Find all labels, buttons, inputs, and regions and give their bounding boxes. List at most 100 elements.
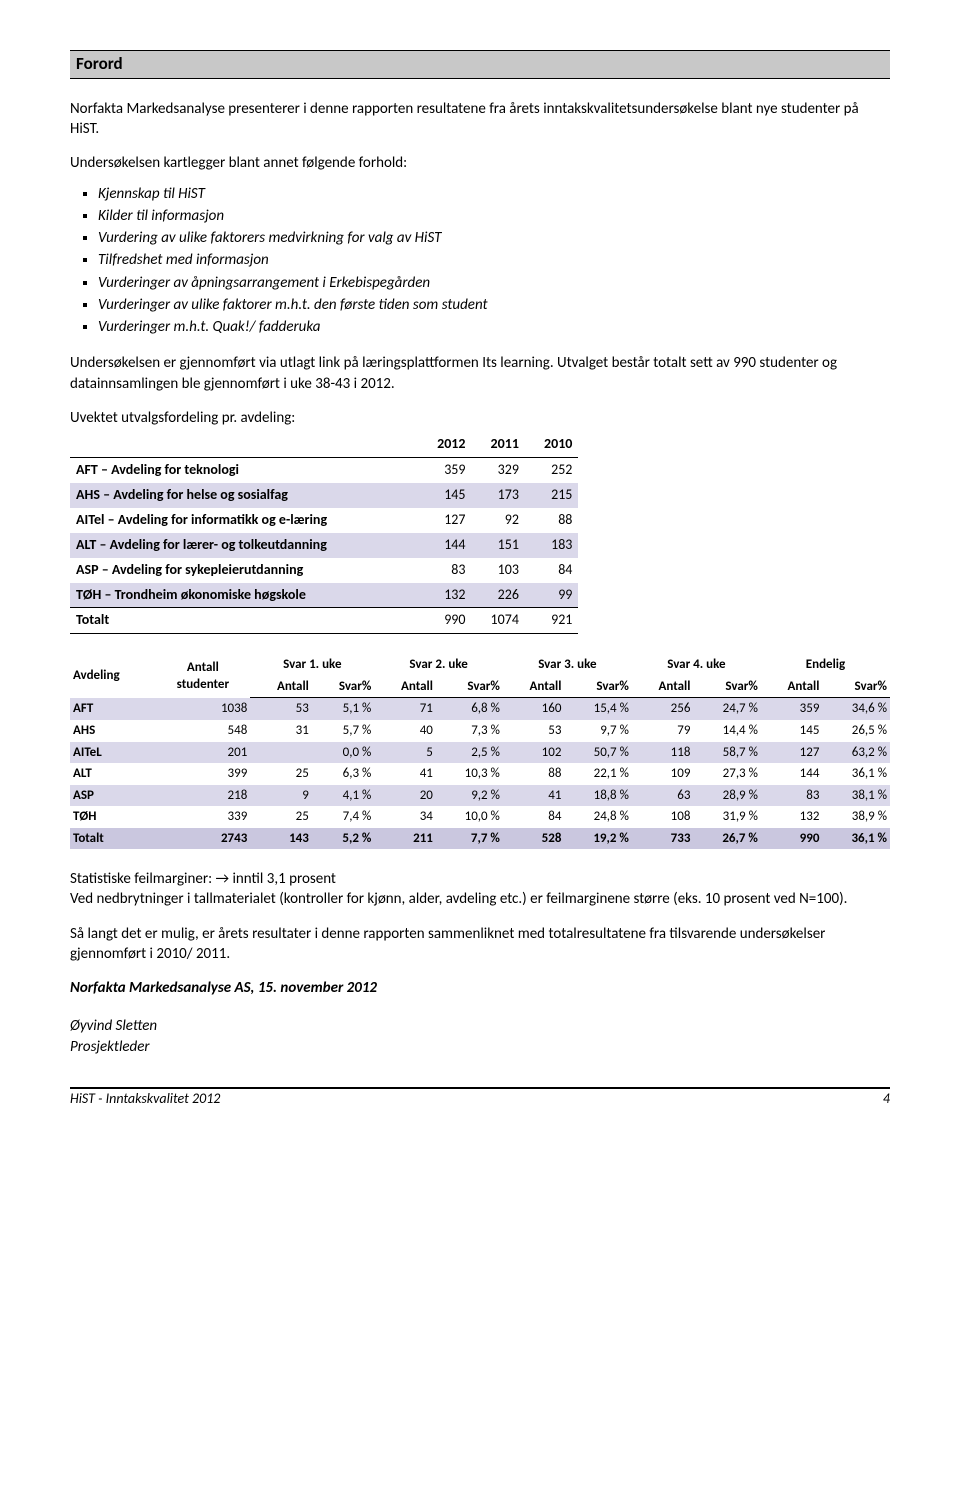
bullet-item: Kjennskap til HiST [98,184,890,204]
cell: 18,8 % [564,785,631,807]
cell: 151 [472,533,525,558]
bullet-list: Kjennskap til HiSTKilder til informasjon… [70,184,890,338]
cell: 252 [525,458,578,483]
cell: 92 [472,508,525,533]
cell: 22,1 % [564,763,631,785]
footer-left: HiST - Inntakskvalitet 2012 [70,1090,220,1109]
cell: 83 [761,785,823,807]
cell: 6,3 % [312,763,374,785]
cell: 36,1 % [822,763,890,785]
row-label: Totalt [70,828,155,850]
cell: 14,4 % [693,720,760,742]
row-label: Totalt [70,608,418,634]
cell: 5,2 % [312,828,374,850]
list-intro: Undersøkelsen kartlegger blant annet føl… [70,153,890,173]
cell: 58,7 % [693,742,760,764]
cell: 26,5 % [822,720,890,742]
table-subheader: Antall [250,676,312,698]
cell: 1038 [155,698,250,720]
cell: 103 [472,558,525,583]
table-header: 2011 [472,432,525,457]
row-label: AFT – Avdeling for teknologi [70,458,418,483]
cell: 339 [155,806,250,828]
cell: 38,1 % [822,785,890,807]
method-paragraph: Undersøkelsen er gjennomført via utlagt … [70,353,890,394]
cell: 50,7 % [564,742,631,764]
row-label: AHS [70,720,155,742]
table-header: 2012 [418,432,471,457]
section-heading: Forord [70,50,890,79]
table-header: Svar 3. uke [503,654,632,676]
cell: 19,2 % [564,828,631,850]
margins-value: inntil 3,1 prosent [232,870,335,888]
row-label: AHS – Avdeling for helse og sosialfag [70,483,418,508]
cell: 990 [418,608,471,634]
total-row: Totalt9901074921 [70,608,578,634]
distribution-table: 201220112010 AFT – Avdeling for teknologi… [70,432,578,634]
cell: 145 [761,720,823,742]
cell: 160 [503,698,565,720]
cell: 7,7 % [436,828,503,850]
cell: 5,1 % [312,698,374,720]
cell: 218 [155,785,250,807]
cell: 2743 [155,828,250,850]
margins-label: Statistiske feilmarginer: [70,870,215,888]
table-row: ALT – Avdeling for lærer- og tolkeutdann… [70,533,578,558]
cell: 359 [418,458,471,483]
cell: 31,9 % [693,806,760,828]
table-subheader: Svar% [436,676,503,698]
cell: 144 [761,763,823,785]
margins-line: Statistiske feilmarginer: → inntil 3,1 p… [70,869,890,889]
row-label: ALT – Avdeling for lærer- og tolkeutdann… [70,533,418,558]
row-label: AFT [70,698,155,720]
cell: 31 [250,720,312,742]
cell: 183 [525,533,578,558]
cell: 9 [250,785,312,807]
cell: 10,3 % [436,763,503,785]
table-header: Svar 2. uke [374,654,503,676]
cell: 5,7 % [312,720,374,742]
author-name: Øyvind Sletten [70,1016,890,1036]
cell: 83 [418,558,471,583]
cell: 88 [525,508,578,533]
bullet-item: Tilfredshet med informasjon [98,250,890,270]
cell: 0,0 % [312,742,374,764]
cell: 256 [632,698,694,720]
cell: 109 [632,763,694,785]
arrow-icon: → [215,870,229,888]
table-row: AHS – Avdeling for helse og sosialfag145… [70,483,578,508]
cell: 9,7 % [564,720,631,742]
table-header: 2010 [525,432,578,457]
cell: 143 [250,828,312,850]
cell: 41 [374,763,436,785]
total-row: Totalt27431435,2 %2117,7 %52819,2 %73326… [70,828,890,850]
cell: 102 [503,742,565,764]
cell: 990 [761,828,823,850]
cell [250,742,312,764]
table-header: Antallstudenter [155,654,250,698]
margins-note: Ved nedbrytninger i tallmaterialet (kont… [70,889,890,909]
cell: 733 [632,828,694,850]
cell: 24,8 % [564,806,631,828]
cell: 144 [418,533,471,558]
row-label: AITeL [70,742,155,764]
cell: 28,9 % [693,785,760,807]
table-header: Svar 1. uke [250,654,374,676]
bullet-item: Vurderinger m.h.t. Quak!/ fadderuka [98,317,890,337]
table-header [70,432,418,457]
row-label: ASP – Avdeling for sykepleierutdanning [70,558,418,583]
cell: 118 [632,742,694,764]
table-subheader: Antall [374,676,436,698]
cell: 2,5 % [436,742,503,764]
cell: 7,3 % [436,720,503,742]
cell: 36,1 % [822,828,890,850]
cell: 7,4 % [312,806,374,828]
response-table: AvdelingAntallstudenterSvar 1. ukeSvar 2… [70,654,890,849]
table-subheader: Antall [632,676,694,698]
table-row: AITeL2010,0 %52,5 %10250,7 %11858,7 %127… [70,742,890,764]
cell: 40 [374,720,436,742]
table-subheader: Antall [503,676,565,698]
cell: 9,2 % [436,785,503,807]
bullet-item: Vurderinger av åpningsarrangement i Erke… [98,273,890,293]
cell: 329 [472,458,525,483]
